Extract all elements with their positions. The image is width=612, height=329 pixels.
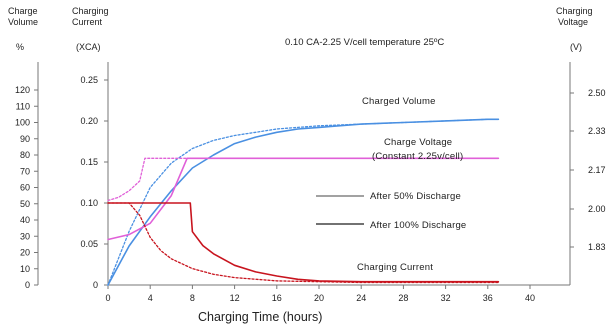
current-tick-label: 0.10 <box>80 198 98 208</box>
x-tick-label: 28 <box>398 293 408 303</box>
volume-tick-label: 120 <box>15 85 30 95</box>
charging-current-100-percent-line <box>107 202 500 283</box>
volume-axis-unit: % <box>16 42 24 52</box>
voltage-axis-header: Charging Voltage (V) <box>556 6 593 52</box>
voltage-tick-label: 2.50 <box>588 88 606 98</box>
voltage-axis-title-line1: Charging <box>556 6 593 16</box>
volume-tick-label: 30 <box>20 231 30 241</box>
volume-tick-label: 40 <box>20 215 30 225</box>
x-tick-label: 40 <box>525 293 535 303</box>
voltage-tick-label: 2.33 <box>588 126 606 136</box>
volume-tick-label: 0 <box>25 280 30 290</box>
annotation-charge-voltage-constant: (Constant 2.25v/cell) <box>372 151 463 162</box>
charged-volume-50-percent-line <box>107 118 500 286</box>
volume-tick-label: 60 <box>20 183 30 193</box>
legend: After 50% Discharge After 100% Discharge <box>316 191 466 231</box>
x-tick-label: 32 <box>441 293 451 303</box>
voltage-axis-unit: (V) <box>570 42 582 52</box>
volume-tick-label: 90 <box>20 134 30 144</box>
voltage-tick-label: 1.83 <box>588 242 606 252</box>
volume-axis-title-line1: Charge <box>8 6 38 16</box>
x-tick-label: 24 <box>356 293 366 303</box>
current-tick-label: 0.05 <box>80 239 98 249</box>
current-axis-title-line2: Current <box>72 17 103 27</box>
current-tick-label: 0.15 <box>80 157 98 167</box>
x-tick-label: 0 <box>105 293 110 303</box>
x-axis-title: Charging Time (hours) <box>198 310 322 324</box>
x-tick-label: 36 <box>483 293 493 303</box>
charge-voltage-50-percent-line <box>107 157 500 202</box>
volume-tick-label: 80 <box>20 150 30 160</box>
charging-current-50-percent-line <box>107 202 500 284</box>
voltage-axis-title-line2: Voltage <box>558 17 588 27</box>
current-tick-label: 0.25 <box>80 75 98 85</box>
annotation-charged-volume: Charged Volume <box>362 96 436 107</box>
volume-axis-title-line2: Volume <box>8 17 38 27</box>
legend-label-100: After 100% Discharge <box>370 220 466 231</box>
current-tick-label: 0.20 <box>80 116 98 126</box>
x-tick-label: 12 <box>230 293 240 303</box>
tick-layer: 010203040506070809010011012000.050.100.1… <box>15 75 606 303</box>
current-axis-header: Charging Current (XCA) <box>72 6 109 52</box>
series-layer <box>107 118 500 286</box>
chart-title: 0.10 CA-2.25 V/cell temperature 25ºC <box>285 37 444 48</box>
volume-tick-label: 50 <box>20 199 30 209</box>
voltage-tick-label: 2.00 <box>588 204 606 214</box>
x-tick-label: 20 <box>314 293 324 303</box>
volume-tick-label: 100 <box>15 118 30 128</box>
current-axis-title-line1: Charging <box>72 6 109 16</box>
x-tick-label: 16 <box>272 293 282 303</box>
voltage-tick-label: 2.17 <box>588 165 606 175</box>
volume-tick-label: 10 <box>20 264 30 274</box>
volume-tick-label: 110 <box>16 101 30 111</box>
x-tick-label: 4 <box>148 293 153 303</box>
annotation-charge-voltage: Charge Voltage <box>384 137 452 148</box>
volume-tick-label: 70 <box>20 166 30 176</box>
volume-axis-header: Charge Volume % <box>8 6 38 52</box>
x-tick-label: 8 <box>190 293 195 303</box>
current-tick-label: 0 <box>93 280 98 290</box>
volume-tick-label: 20 <box>20 248 30 258</box>
current-axis-unit: (XCA) <box>76 42 101 52</box>
legend-label-50: After 50% Discharge <box>370 191 461 202</box>
annotation-charging-current: Charging Current <box>357 262 433 273</box>
